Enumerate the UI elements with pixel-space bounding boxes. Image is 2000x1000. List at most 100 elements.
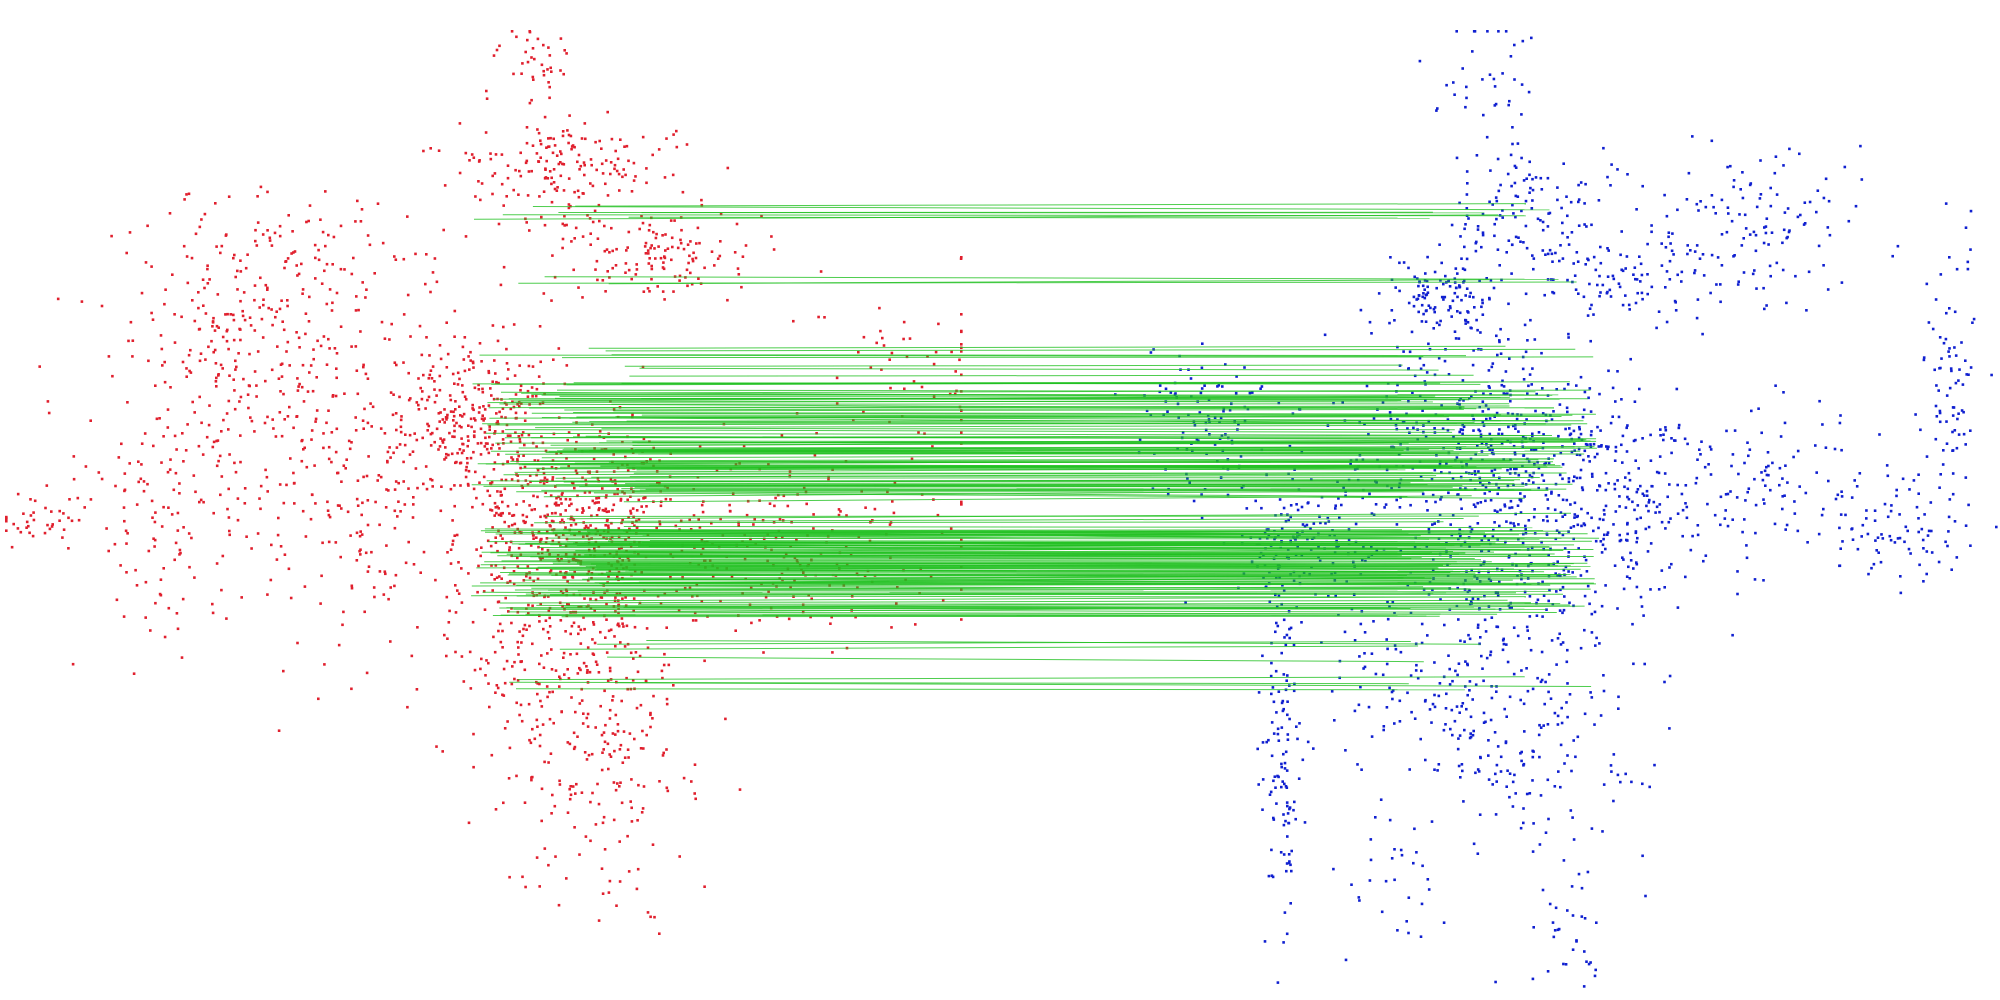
left-point xyxy=(232,338,236,342)
left-point xyxy=(527,170,531,173)
right-point xyxy=(1520,759,1523,763)
left-point xyxy=(665,697,669,701)
right-point xyxy=(1374,503,1378,506)
right-point xyxy=(1446,428,1450,432)
left-point xyxy=(501,500,504,504)
right-point xyxy=(1955,267,1959,271)
right-point xyxy=(1530,36,1533,40)
right-point xyxy=(1817,244,1821,248)
left-point xyxy=(547,609,551,613)
left-point xyxy=(500,415,503,419)
right-point xyxy=(1433,693,1436,697)
left-point xyxy=(355,559,359,562)
left-point xyxy=(276,533,280,537)
left-point xyxy=(449,398,453,402)
right-point xyxy=(1681,508,1685,512)
left-point xyxy=(361,281,364,284)
right-point xyxy=(1668,259,1672,263)
left-point xyxy=(239,338,242,342)
left-point xyxy=(279,390,282,393)
right-point xyxy=(1445,692,1448,696)
right-point xyxy=(1278,498,1282,501)
left-point xyxy=(495,684,499,687)
right-point xyxy=(1482,711,1486,715)
right-point xyxy=(1527,519,1531,522)
right-point xyxy=(1514,792,1517,795)
right-point xyxy=(1560,721,1564,725)
right-point xyxy=(1472,729,1475,733)
left-point xyxy=(641,135,645,139)
left-point xyxy=(327,337,330,341)
right-point xyxy=(1427,342,1430,346)
left-point xyxy=(629,651,633,655)
right-point xyxy=(1670,249,1674,253)
left-point xyxy=(573,145,576,149)
right-point xyxy=(1524,199,1528,203)
left-point xyxy=(433,257,437,260)
left-point xyxy=(570,696,573,699)
left-point xyxy=(328,347,331,350)
left-point xyxy=(500,182,504,186)
left-point xyxy=(533,57,536,61)
right-point xyxy=(1566,909,1569,912)
right-point xyxy=(1546,723,1550,726)
left-point xyxy=(362,365,365,369)
left-point xyxy=(594,268,597,271)
left-point xyxy=(659,256,663,260)
right-point xyxy=(1465,170,1469,173)
left-point xyxy=(548,96,551,100)
right-point xyxy=(1461,379,1465,382)
left-point xyxy=(429,477,432,481)
right-point xyxy=(1476,852,1480,855)
right-point xyxy=(1531,177,1534,181)
right-point xyxy=(1326,516,1330,520)
left-point xyxy=(442,438,446,441)
left-point xyxy=(347,439,351,443)
left-point xyxy=(606,110,609,114)
right-point xyxy=(1558,403,1562,406)
left-point xyxy=(673,219,676,222)
right-point xyxy=(1454,337,1458,340)
right-point xyxy=(1453,291,1457,295)
right-point xyxy=(1565,660,1569,664)
right-point xyxy=(1664,527,1667,530)
right-point xyxy=(1816,189,1820,192)
right-point xyxy=(1559,643,1563,646)
left-point xyxy=(750,621,753,625)
right-point xyxy=(1594,644,1597,647)
right-point xyxy=(1515,417,1519,421)
right-point xyxy=(1459,235,1462,238)
left-point xyxy=(655,526,658,530)
right-point xyxy=(1806,541,1809,544)
left-point xyxy=(220,475,224,478)
right-point xyxy=(1600,604,1604,608)
left-point xyxy=(519,466,522,470)
left-point xyxy=(227,195,231,198)
left-point xyxy=(185,255,189,258)
right-point xyxy=(1270,692,1273,696)
left-point xyxy=(656,481,659,484)
right-point xyxy=(1272,818,1276,821)
right-point xyxy=(1546,176,1550,180)
right-point xyxy=(1485,417,1488,421)
right-point xyxy=(1370,332,1373,335)
left-point xyxy=(576,735,579,738)
right-point xyxy=(1925,572,1928,576)
right-point xyxy=(1648,498,1651,502)
left-point xyxy=(623,756,627,759)
left-point xyxy=(150,265,153,268)
right-point xyxy=(1380,910,1384,914)
right-point xyxy=(1641,492,1645,496)
right-point xyxy=(1590,516,1593,520)
right-point xyxy=(1517,473,1521,477)
left-point xyxy=(293,502,296,505)
right-point xyxy=(1280,765,1283,769)
right-point xyxy=(1945,420,1948,423)
right-point xyxy=(1930,551,1934,554)
right-point xyxy=(1307,501,1310,504)
right-point xyxy=(1256,747,1259,751)
right-point xyxy=(1285,801,1289,804)
right-point xyxy=(1634,530,1638,533)
right-point xyxy=(1636,488,1640,491)
left-point xyxy=(447,453,450,457)
